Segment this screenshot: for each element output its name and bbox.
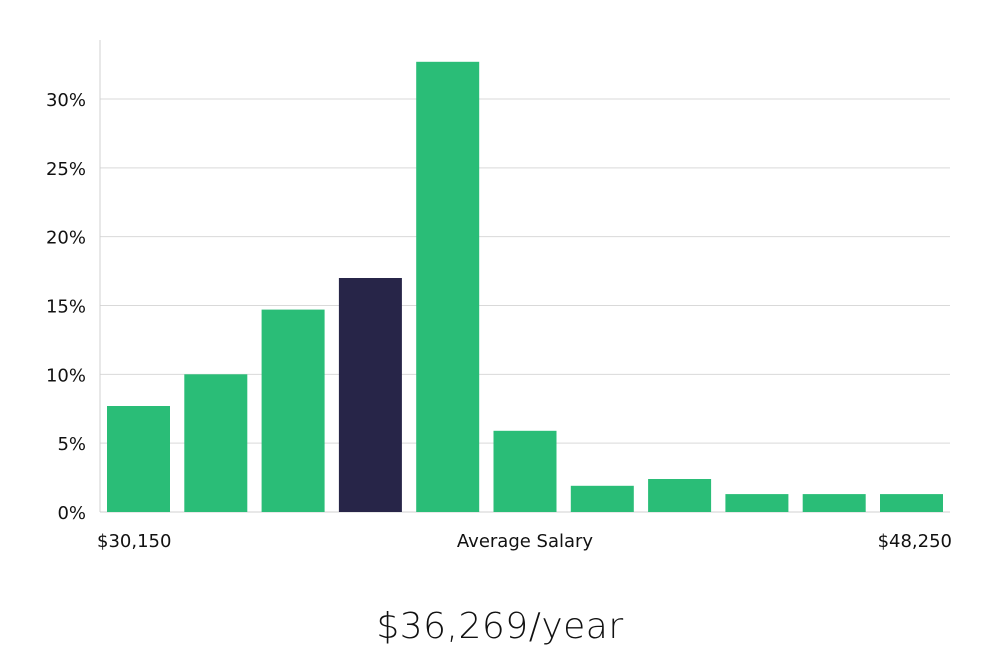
bars — [107, 61, 943, 513]
y-tick-label-20: 20% — [46, 228, 86, 249]
y-tick-label-5: 5% — [57, 434, 86, 455]
y-tick-label-10: 10% — [46, 365, 86, 386]
bar-8 — [648, 479, 712, 512]
bar-3 — [261, 309, 325, 512]
bar-10 — [802, 494, 866, 512]
x-axis-title: Average Salary — [457, 531, 594, 552]
bar-11 — [880, 494, 943, 512]
average-salary-value: $36,269/year — [376, 606, 624, 647]
bar-highlighted — [338, 278, 402, 512]
x-max-label: $48,250 — [878, 531, 952, 552]
y-tick-label-15: 15% — [46, 297, 86, 318]
y-tick-label-30: 30% — [46, 90, 86, 111]
bar-7 — [570, 485, 634, 512]
x-min-label: $30,150 — [97, 531, 171, 552]
y-tick-label-0: 0% — [57, 503, 86, 524]
bar-2 — [184, 374, 248, 512]
bar-5 — [416, 61, 480, 513]
bar-1 — [107, 406, 170, 512]
y-tick-labels: 0% 5% 10% 15% 20% 25% 30% — [46, 90, 86, 524]
bar-6 — [493, 430, 557, 512]
y-tick-label-25: 25% — [46, 159, 86, 180]
salary-distribution-chart: 0% 5% 10% 15% 20% 25% 30% $30,150 Average Sala… — [46, 40, 952, 552]
bar-9 — [725, 494, 789, 512]
